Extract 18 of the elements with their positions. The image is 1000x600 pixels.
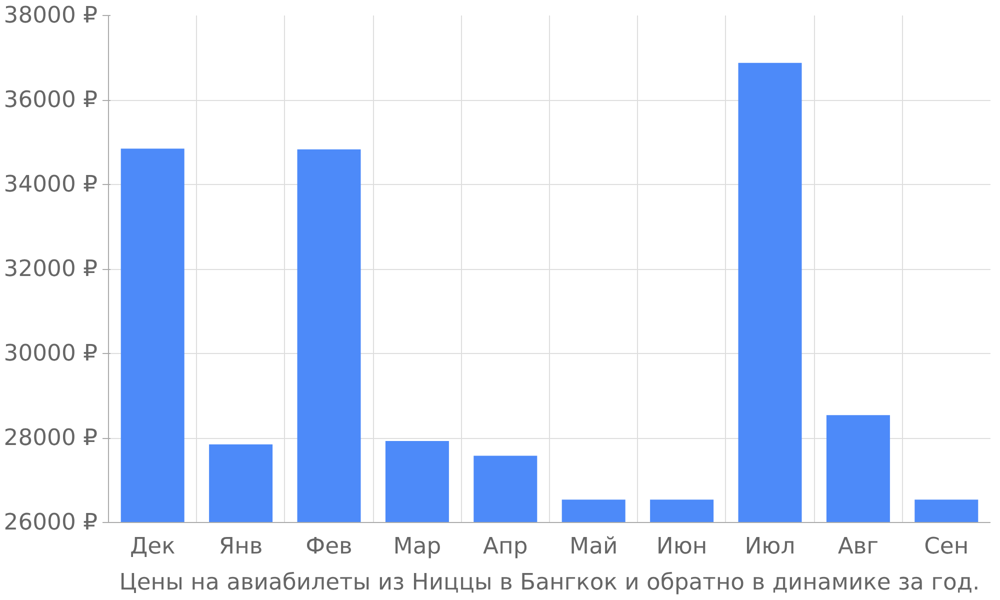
y-tick-label: 34000 ₽ [4,172,98,198]
x-tick-label: Фев [306,534,352,560]
x-tick-label: Мар [393,534,442,560]
y-tick-label: 26000 ₽ [4,510,98,536]
y-tick-label: 32000 ₽ [4,256,98,282]
x-tick-label: Дек [130,534,176,560]
x-tick-label: Янв [218,534,263,560]
x-tick-label: Июн [656,534,708,560]
x-tick-label: Май [570,534,618,560]
x-tick-label: Апр [483,534,528,560]
y-tick-label: 30000 ₽ [4,340,98,366]
y-tick-label: 38000 ₽ [4,2,98,28]
x-tick-label: Июл [744,534,796,560]
y-tick-label: 36000 ₽ [4,87,98,113]
y-tick-label: 28000 ₽ [4,425,98,451]
x-tick-label: Сен [924,534,969,560]
x-tick-label: Авг [838,534,879,560]
text: Цены на авиабилеты из Ниццы в Бангкок и обратно в динамике за год. [119,570,980,596]
